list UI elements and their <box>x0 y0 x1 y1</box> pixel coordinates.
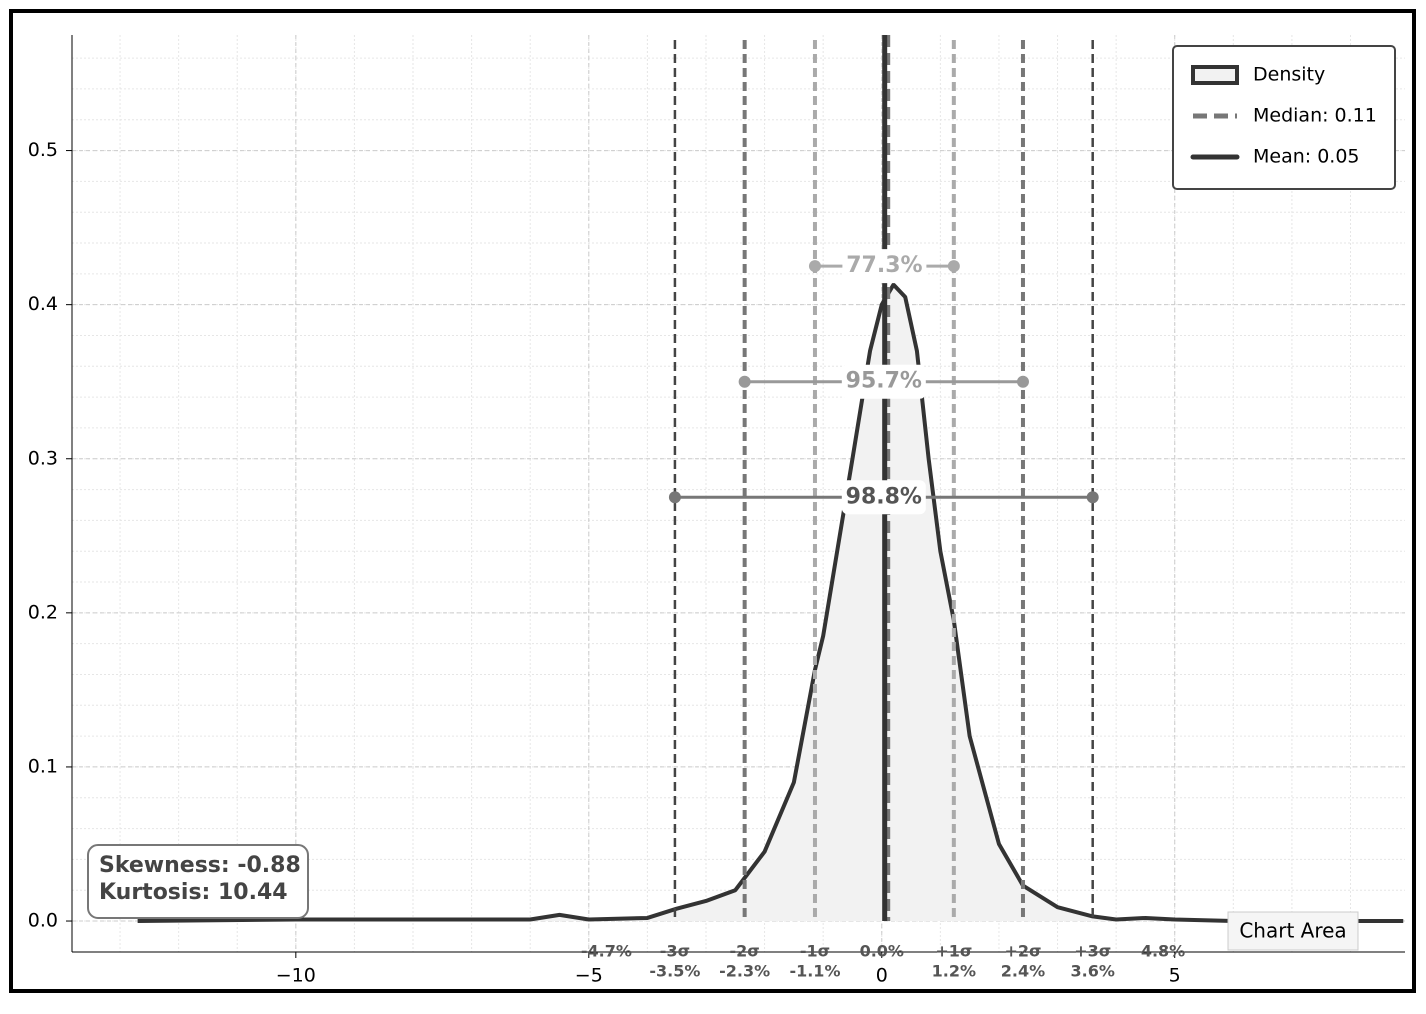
stats-box <box>87 844 309 919</box>
sigma-name: +3σ <box>1074 942 1111 961</box>
sigma-value: -2.3% <box>719 962 770 981</box>
sigma-name: -3σ <box>660 942 690 961</box>
sigma-name: -2σ <box>730 942 760 961</box>
stats-text: Kurtosis: 10.44 <box>99 880 288 905</box>
legend-swatch <box>1191 65 1239 85</box>
x-tick-label: 5 <box>1169 965 1181 987</box>
range-extreme-label: 0.0% <box>860 942 904 961</box>
range-end <box>668 491 681 504</box>
sigma-value: -3.5% <box>649 962 700 981</box>
range-label: 95.7% <box>846 369 922 394</box>
sigma-name: +1σ <box>935 942 972 961</box>
legend-label: Mean: 0.05 <box>1253 146 1360 168</box>
tooltip: Chart Area <box>1239 919 1346 943</box>
density-line <box>137 282 1404 924</box>
range-end <box>947 260 960 273</box>
x-tick-label: −10 <box>276 965 316 987</box>
range-extreme-label: 4.8% <box>1141 942 1185 961</box>
y-tick-label: 0.2 <box>28 601 58 623</box>
y-tick-label: 0.5 <box>28 139 58 161</box>
sigma-value: -1.1% <box>789 962 840 981</box>
y-tick-label: 0.3 <box>28 447 58 469</box>
range-label-box <box>841 364 926 399</box>
x-tick-label: −5 <box>575 965 603 987</box>
stats-text: Skewness: -0.88 <box>99 853 301 878</box>
range-label-box <box>842 249 927 284</box>
tooltip-box <box>1227 911 1359 951</box>
range-end <box>1086 491 1099 504</box>
sigma-value: 3.6% <box>1071 962 1115 981</box>
range-extreme-label: -4.7% <box>581 942 632 961</box>
range-label: 77.3% <box>846 253 922 278</box>
x-tick-label: 0 <box>876 965 888 987</box>
legend-label: Density <box>1253 64 1325 86</box>
range-label-box <box>841 480 926 515</box>
y-tick-label: 0.4 <box>28 293 58 315</box>
y-tick-label: 0.1 <box>28 755 58 777</box>
sigma-value: 1.2% <box>932 962 976 981</box>
y-tick-label: 0.0 <box>28 910 58 932</box>
sigma-name: +2σ <box>1004 942 1041 961</box>
range-label: 98.8% <box>846 484 922 509</box>
sigma-name: -1σ <box>800 942 830 961</box>
legend-label: Median: 0.11 <box>1253 105 1377 127</box>
sigma-value: 2.4% <box>1001 962 1045 981</box>
range-end <box>808 260 821 273</box>
range-end <box>1016 375 1029 388</box>
range-end <box>738 375 751 388</box>
